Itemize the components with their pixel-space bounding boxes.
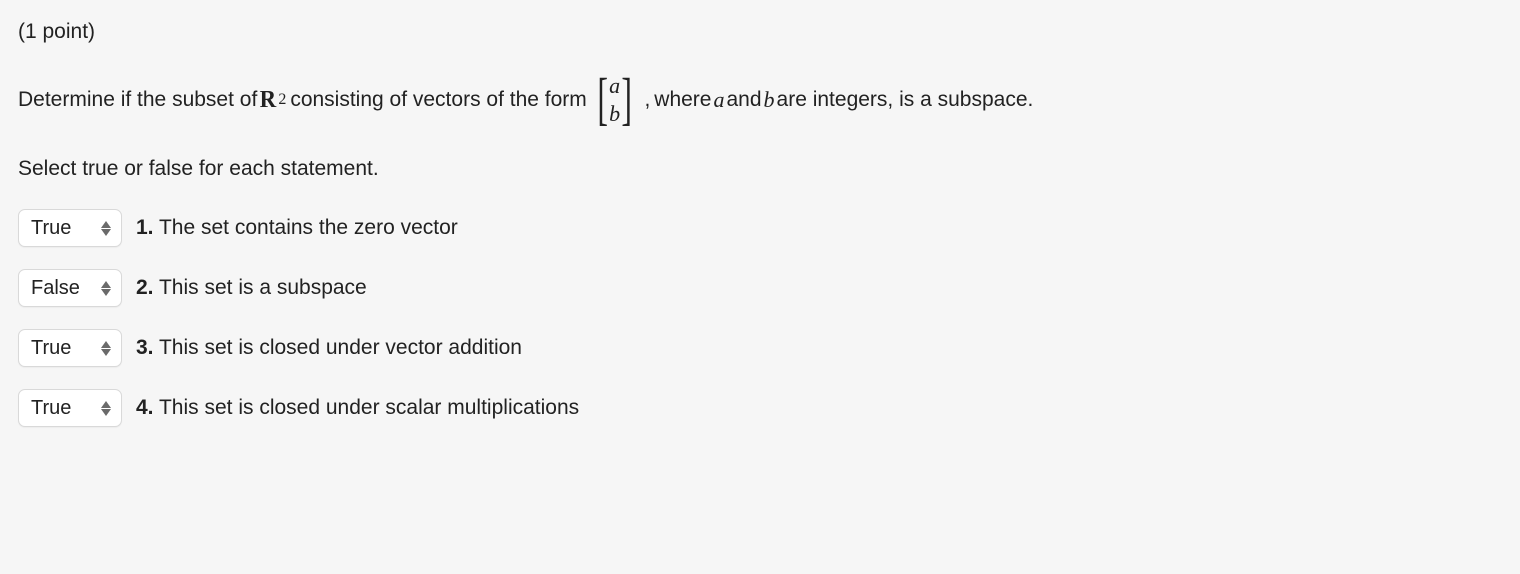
- stepper-icon: [101, 401, 111, 416]
- statement-label: 1. The set contains the zero vector: [136, 216, 458, 240]
- select-value: True: [31, 397, 71, 420]
- true-false-select[interactable]: False: [18, 269, 122, 307]
- select-value: True: [31, 217, 71, 240]
- statement-text: This set is closed under scalar multipli…: [154, 396, 580, 419]
- left-bracket: [: [597, 73, 608, 125]
- variable-b: b: [764, 83, 775, 116]
- vector-entry-bottom: b: [609, 100, 620, 128]
- vector-entry-top: a: [609, 72, 620, 100]
- statement-list: True 1. The set contains the zero vector…: [18, 209, 1502, 427]
- question-text: Determine if the subset of R2 consisting…: [18, 72, 1502, 127]
- real-numbers-symbol: R: [259, 82, 275, 118]
- statement-number: 3.: [136, 336, 154, 359]
- select-value: True: [31, 337, 71, 360]
- stepper-icon: [101, 281, 111, 296]
- true-false-select[interactable]: True: [18, 329, 122, 367]
- statement-label: 3. This set is closed under vector addit…: [136, 336, 522, 360]
- statement-number: 4.: [136, 396, 154, 419]
- instruction-text: Select true or false for each statement.: [18, 157, 1502, 181]
- statement-row: True 1. The set contains the zero vector: [18, 209, 1502, 247]
- statement-row: True 4. This set is closed under scalar …: [18, 389, 1502, 427]
- right-bracket: ]: [621, 73, 632, 125]
- question-mid-2: where: [654, 84, 711, 116]
- variable-a: a: [713, 83, 724, 116]
- select-value: False: [31, 277, 80, 300]
- comma: ,: [644, 84, 650, 116]
- question-tail: are integers, is a subspace.: [777, 84, 1034, 116]
- statement-text: This set is a subspace: [154, 276, 367, 299]
- statement-text: This set is closed under vector addition: [154, 336, 522, 359]
- statement-number: 2.: [136, 276, 154, 299]
- statement-label: 4. This set is closed under scalar multi…: [136, 396, 579, 420]
- stepper-icon: [101, 221, 111, 236]
- statement-row: True 3. This set is closed under vector …: [18, 329, 1502, 367]
- statement-label: 2. This set is a subspace: [136, 276, 367, 300]
- true-false-select[interactable]: True: [18, 389, 122, 427]
- question-mid-3: and: [726, 84, 761, 116]
- statement-row: False 2. This set is a subspace: [18, 269, 1502, 307]
- exponent: 2: [278, 88, 286, 112]
- true-false-select[interactable]: True: [18, 209, 122, 247]
- points-label: (1 point): [18, 20, 1502, 44]
- question-mid-1: consisting of vectors of the form: [290, 84, 586, 116]
- question-prefix: Determine if the subset of: [18, 84, 257, 116]
- column-vector: [ a b ]: [593, 72, 637, 127]
- statement-number: 1.: [136, 216, 154, 239]
- stepper-icon: [101, 341, 111, 356]
- statement-text: The set contains the zero vector: [154, 216, 458, 239]
